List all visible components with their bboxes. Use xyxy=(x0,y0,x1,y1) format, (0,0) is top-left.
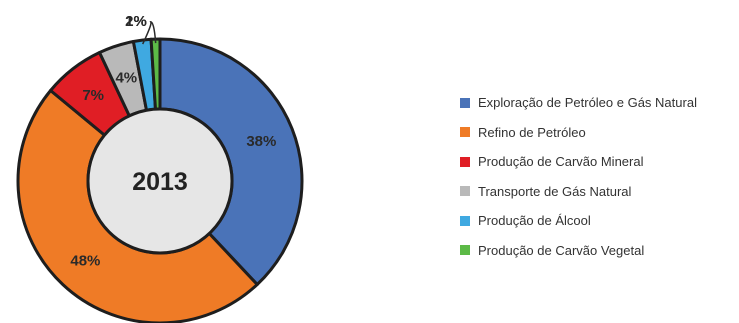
legend-swatch xyxy=(460,186,470,197)
center-label: 2013 xyxy=(132,168,188,196)
legend-item-producao-de-alcool: Produção de Álcool xyxy=(460,206,697,236)
slice-value-label: 4% xyxy=(115,69,137,86)
legend: Exploração de Petróleo e Gás Natural Refi… xyxy=(460,88,697,265)
slice-value-label: 1% xyxy=(125,13,147,30)
donut-chart: 2013 38% 48% 7% 4% 2%1% xyxy=(16,13,304,323)
leader-line xyxy=(149,21,157,44)
legend-swatch xyxy=(460,215,470,226)
legend-label: Exploração de Petróleo e Gás Natural xyxy=(478,95,697,111)
legend-label: Refino de Petróleo xyxy=(478,124,586,140)
legend-item-refino-de-petroleo: Refino de Petróleo xyxy=(460,118,697,148)
legend-label: Transporte de Gás Natural xyxy=(478,183,632,199)
legend-label: Produção de Carvão Vegetal xyxy=(478,242,645,258)
legend-item-producao-de-carvao-mineral: Produção de Carvão Mineral xyxy=(460,147,697,177)
legend-item-producao-de-carvao-vegetal: Produção de Carvão Vegetal xyxy=(460,236,697,266)
legend-label: Produção de Álcool xyxy=(478,213,591,229)
legend-swatch xyxy=(460,156,470,167)
slice-value-label: 48% xyxy=(70,252,100,269)
slice-value-label: 38% xyxy=(246,133,276,150)
legend-swatch xyxy=(460,97,470,108)
slice-value-label: 7% xyxy=(82,87,104,104)
legend-item-exploracao-de-petroleo-e-gas-natural: Exploração de Petróleo e Gás Natural xyxy=(460,88,697,118)
legend-label: Produção de Carvão Mineral xyxy=(478,154,644,170)
legend-swatch xyxy=(460,245,470,256)
legend-swatch xyxy=(460,127,470,138)
center-hole xyxy=(86,107,234,255)
slice-value-label: 2% xyxy=(125,13,147,30)
legend-item-transporte-de-gas-natural: Transporte de Gás Natural xyxy=(460,177,697,207)
